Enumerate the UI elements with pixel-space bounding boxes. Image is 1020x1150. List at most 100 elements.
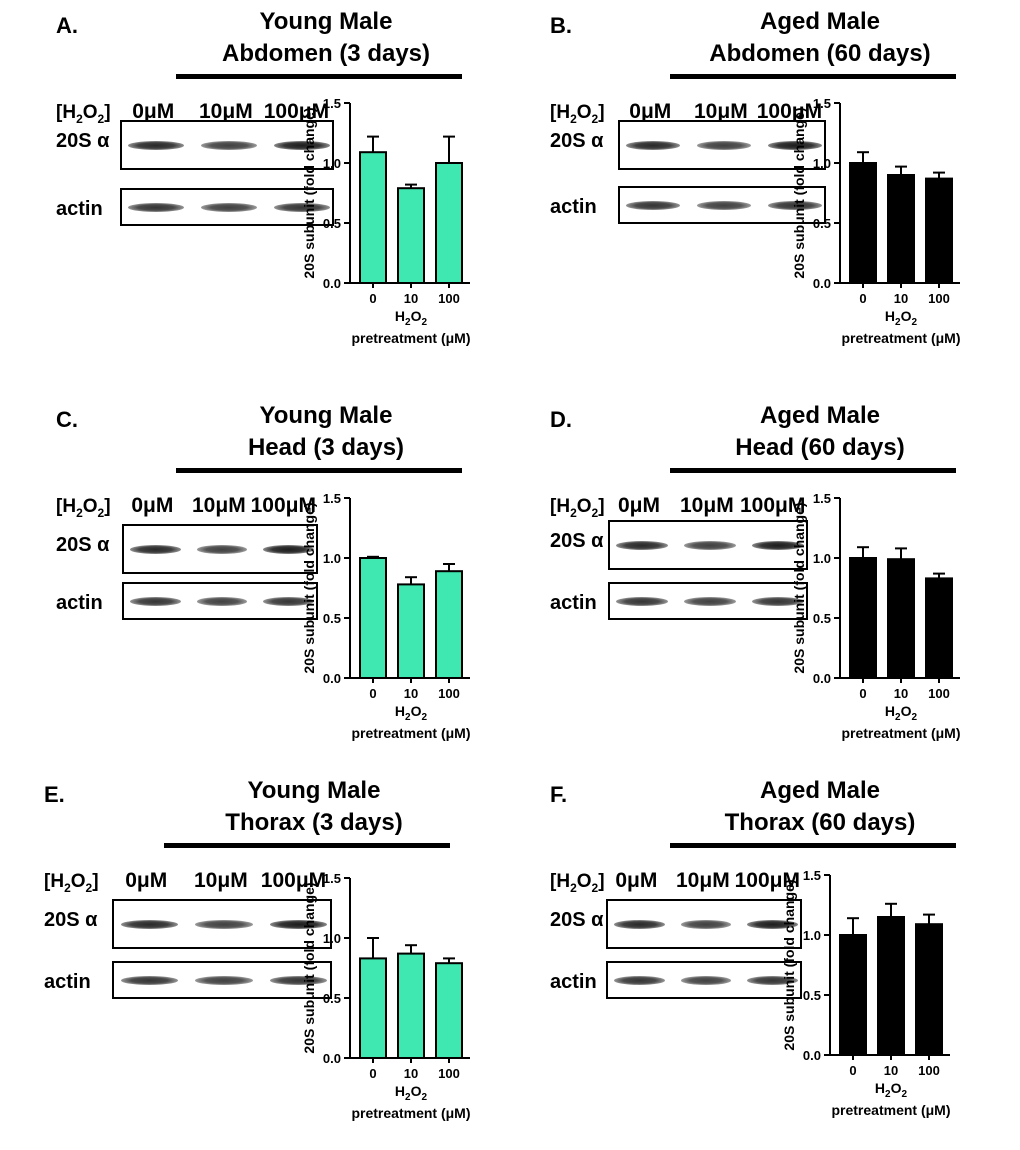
bar-10	[397, 187, 425, 284]
dose-label-0: 0μM	[132, 100, 175, 123]
y-axis-label: 20S subunit (fold change)	[791, 107, 807, 278]
title-underline	[164, 843, 450, 848]
x-tick-label: 10	[894, 291, 908, 306]
y-tick-label: 1.0	[813, 551, 831, 566]
y-axis-label: 20S subunit (fold change)	[301, 502, 317, 673]
blot-band	[684, 597, 736, 606]
bar-100	[435, 162, 463, 284]
blot-band	[263, 597, 315, 606]
panel-letter: E.	[44, 782, 65, 807]
y-axis-label: 20S subunit (fold change)	[301, 107, 317, 278]
panel-title-line2: Abdomen (60 days)	[709, 40, 931, 67]
dose-label-2: 100μM	[250, 494, 317, 517]
x-axis-label-compound: H2O2	[885, 703, 918, 723]
blot-band	[696, 201, 752, 210]
blot-band	[128, 141, 185, 150]
blot-band	[201, 203, 257, 212]
x-tick-label: 100	[438, 686, 460, 701]
y-tick-label: 1.0	[323, 551, 341, 566]
h2o2-concentration-label: [H2O2]	[550, 871, 605, 895]
x-tick-label: 10	[404, 291, 418, 306]
x-axis-label: pretreatment (μM)	[351, 1105, 470, 1121]
x-tick-label: 100	[438, 1066, 460, 1081]
row-label-actin: actin	[56, 592, 103, 614]
title-underline	[670, 843, 956, 848]
y-tick-label: 0.0	[803, 1048, 821, 1063]
bar-10	[887, 558, 915, 679]
dose-label-1: 10μM	[694, 100, 748, 123]
western-blot-actin	[122, 582, 318, 620]
panel-b: B. Aged Male Abdomen (60 days) [H2O2] 0μM 10μ…	[550, 8, 1020, 378]
dose-label-2: 100μM	[740, 494, 806, 517]
bar-0	[359, 151, 387, 285]
panel-letter: F.	[550, 782, 568, 807]
row-label-actin: actin	[550, 971, 597, 993]
western-blot-actin	[606, 961, 802, 999]
y-tick-label: 1.5	[323, 96, 341, 111]
western-blot-actin	[112, 961, 332, 999]
bar-100	[925, 577, 953, 679]
title-underline	[176, 74, 462, 79]
panel-title-line2: Abdomen (3 days)	[221, 40, 431, 67]
dose-label-1: 10μM	[192, 494, 246, 517]
bar-10	[397, 952, 425, 1059]
x-axis-label: pretreatment (μM)	[841, 725, 960, 741]
bar-100	[915, 923, 943, 1057]
y-tick-label: 1.5	[323, 491, 341, 506]
blot-band	[752, 597, 804, 606]
y-tick-label: 1.5	[803, 868, 821, 883]
bar-chart: 0.0 0.5 1.0 1.5 20S subunit (fold change) 0 10…	[781, 868, 951, 1118]
row-label-actin: actin	[44, 971, 91, 993]
bar-10	[877, 916, 905, 1056]
x-tick-label: 0	[369, 291, 376, 306]
dose-label-0: 0μM	[629, 100, 672, 123]
bar-chart: 0.0 0.5 1.0 1.5 20S subunit (fold change) 0 10…	[301, 871, 471, 1121]
row-label-20s-alpha: 20S α	[56, 534, 110, 556]
blot-band	[616, 597, 668, 606]
title-underline	[670, 74, 956, 79]
bar-chart: 0.0 0.5 1.0 1.5 20S subunit (fold change) 0 10…	[791, 96, 961, 346]
x-axis-label-compound: H2O2	[395, 703, 428, 723]
x-axis-label: pretreatment (μM)	[831, 1102, 950, 1118]
western-blot-20s-alpha	[618, 120, 826, 170]
y-tick-label: 0.5	[323, 991, 341, 1006]
row-label-actin: actin	[550, 196, 597, 218]
blot-band	[680, 976, 732, 985]
y-tick-label: 0.0	[323, 1051, 341, 1066]
h2o2-concentration-label: [H2O2]	[550, 102, 605, 126]
western-blot-actin	[608, 582, 808, 620]
bar-chart: 0.0 0.5 1.0 1.5 20S subunit (fold change) 0 10…	[791, 491, 961, 741]
blot-band	[270, 976, 328, 985]
x-tick-label: 0	[369, 1066, 376, 1081]
h2o2-concentration-label: [H2O2]	[550, 496, 605, 520]
dose-label-2: 100μM	[734, 869, 801, 892]
y-tick-label: 1.0	[323, 156, 341, 171]
y-tick-label: 0.5	[323, 611, 341, 626]
x-tick-label: 10	[894, 686, 908, 701]
panel-title-line1: Aged Male	[759, 402, 881, 429]
blot-band	[752, 541, 804, 550]
y-axis-label: 20S subunit (fold change)	[791, 502, 807, 673]
bar-0	[849, 162, 877, 284]
x-axis-label-compound: H2O2	[885, 308, 918, 328]
y-tick-label: 0.5	[803, 988, 821, 1003]
dose-label-0: 0μM	[618, 494, 661, 517]
panel-title-line2: Head (3 days)	[247, 434, 405, 461]
bar-100	[925, 177, 953, 284]
dose-label-1: 10μM	[199, 100, 253, 123]
blot-band	[129, 597, 181, 606]
blot-band	[270, 920, 328, 929]
bar-10	[887, 174, 915, 284]
blot-band	[767, 201, 822, 210]
row-label-20s-alpha: 20S α	[550, 909, 604, 931]
y-tick-label: 0.0	[323, 671, 341, 686]
blot-band	[196, 597, 248, 606]
blot-band	[613, 976, 665, 985]
row-label-actin: actin	[550, 592, 597, 614]
blot-band	[196, 545, 248, 554]
x-tick-label: 0	[859, 291, 866, 306]
row-label-20s-alpha: 20S α	[550, 530, 604, 552]
y-tick-label: 1.0	[803, 928, 821, 943]
panel-title-line2: Thorax (60 days)	[724, 809, 916, 836]
